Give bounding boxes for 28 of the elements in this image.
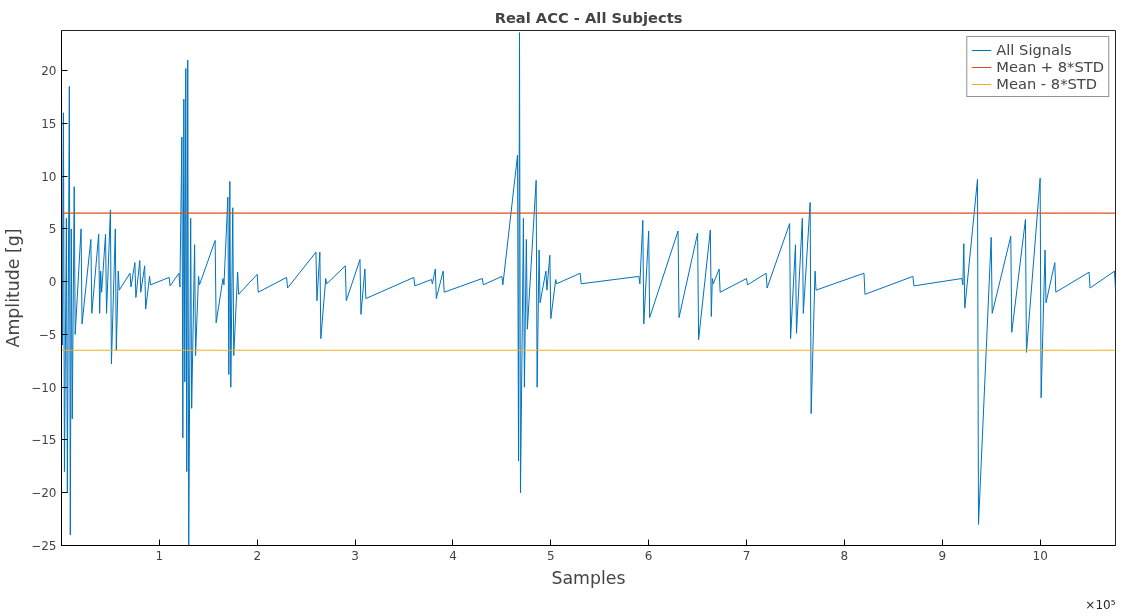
chart-title: Real ACC - All Subjects [494, 8, 683, 26]
y-tick-label: −10 [31, 380, 57, 395]
x-tick-label: 5 [547, 548, 555, 563]
x-tick-label: 3 [351, 548, 359, 563]
x-tick-label: 7 [742, 548, 751, 563]
y-tick-label: −5 [38, 327, 57, 342]
x-tick-label: 9 [938, 548, 947, 563]
y-tick-label: 0 [48, 275, 57, 290]
y-tick-label: 10 [41, 169, 57, 184]
x-tick-label: 2 [253, 548, 262, 563]
legend-label: Mean + 8*STD [996, 58, 1104, 75]
x-tick-label: 4 [449, 548, 457, 563]
x-tick-label: 8 [840, 548, 849, 563]
x-tick-label: 6 [644, 548, 653, 563]
y-tick-label: −15 [31, 433, 57, 448]
y-axis-title: Amplitude [g] [3, 228, 24, 348]
y-tick-label: 15 [41, 116, 57, 131]
x-axis-title: Samples [551, 567, 626, 588]
x-tick-label: 1 [155, 548, 164, 563]
line-series [61, 32, 1116, 546]
y-tick-label: 5 [48, 222, 57, 237]
legend-label: Mean - 8*STD [996, 75, 1097, 92]
x-tick-label: 10 [1032, 548, 1048, 563]
text: ×10⁵ [1085, 597, 1116, 612]
legend-label: All Signals [996, 41, 1072, 58]
y-tick-label: −20 [31, 486, 57, 501]
y-tick-label: −25 [31, 539, 57, 553]
y-tick-label: 20 [41, 64, 57, 79]
